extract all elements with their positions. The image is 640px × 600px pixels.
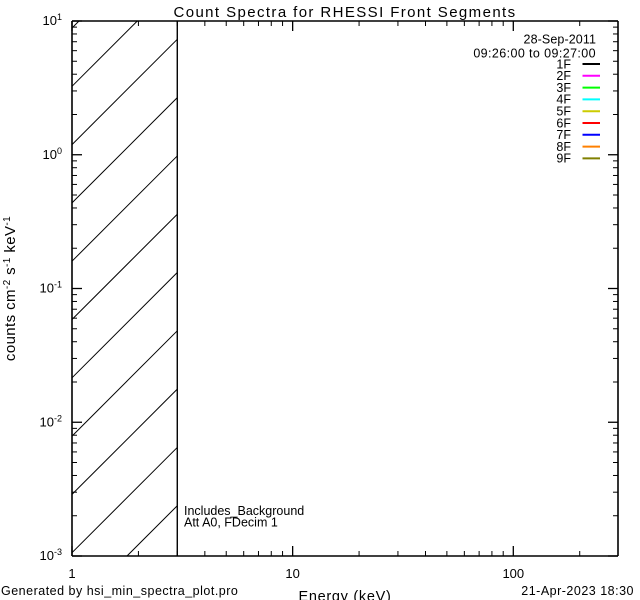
svg-text:Energy (keV): Energy (keV) [298, 589, 391, 600]
svg-text:1: 1 [68, 566, 75, 581]
svg-text:Count Spectra for RHESSI Front: Count Spectra for RHESSI Front Segments [173, 4, 516, 21]
svg-text:100: 100 [502, 566, 524, 581]
svg-text:09:26:00 to 09:27:00: 09:26:00 to 09:27:00 [473, 47, 596, 61]
svg-text:21-Apr-2023 18:30: 21-Apr-2023 18:30 [521, 584, 634, 598]
svg-text:28-Sep-2011: 28-Sep-2011 [524, 33, 596, 47]
svg-text:Generated by hsi_min_spectra_p: Generated by hsi_min_spectra_plot.pro [1, 584, 238, 598]
svg-text:10: 10 [285, 566, 299, 581]
svg-text:Att A0, FDecim 1: Att A0, FDecim 1 [184, 516, 278, 530]
svg-text:9F: 9F [556, 152, 571, 166]
